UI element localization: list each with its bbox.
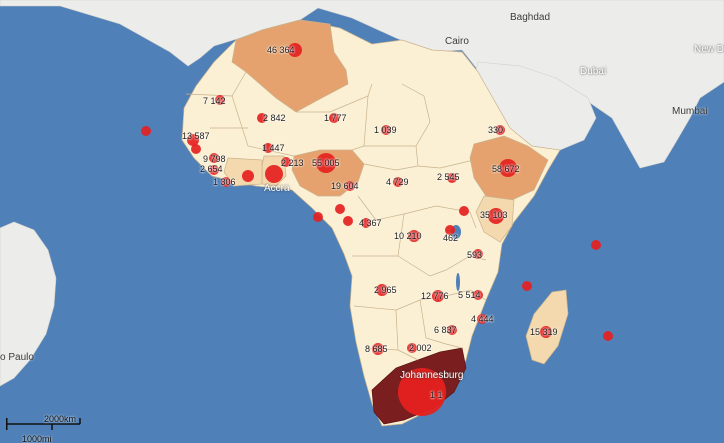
value-label: 1 306	[213, 177, 236, 187]
bubble-rwanda[interactable]	[445, 225, 455, 235]
bubble-ghana[interactable]	[265, 165, 283, 183]
bubble-seychelles[interactable]	[591, 240, 601, 250]
bubble-drc[interactable]	[408, 230, 420, 242]
bubble-zimbabwe[interactable]	[447, 325, 457, 335]
bubble-tanzania[interactable]	[473, 249, 483, 259]
bubble-madagascar[interactable]	[540, 326, 552, 338]
city-label-sao-paulo: o Paulo	[0, 352, 34, 363]
value-label: 330	[488, 125, 504, 135]
bubble-zambia[interactable]	[432, 290, 444, 302]
country-borders	[185, 71, 487, 361]
bubble-eritrea[interactable]	[495, 125, 505, 135]
value-label: 46 364	[267, 45, 295, 55]
bubble-uganda[interactable]	[459, 206, 469, 216]
bubble-south-africa[interactable]	[398, 368, 446, 416]
bubble-gabon[interactable]	[343, 216, 353, 226]
value-label: 12 776	[421, 291, 449, 301]
bubble-benin[interactable]	[281, 157, 291, 167]
value-label: 6 837	[434, 325, 457, 335]
value-label: 9 798	[203, 154, 226, 164]
value-label: 4 367	[359, 218, 382, 228]
scale-bar: 2000km 1000mi	[6, 412, 96, 443]
value-label: 4 444	[471, 314, 494, 324]
bubble-mali[interactable]	[215, 95, 225, 105]
value-label: 8 685	[365, 344, 388, 354]
value-label: 19 604	[331, 181, 359, 191]
value-label: 2 654	[200, 164, 223, 174]
bubble-layer	[141, 43, 613, 416]
bubble-liberia[interactable]	[221, 177, 231, 187]
bubble-niger[interactable]	[329, 113, 339, 123]
city-label-baghdad: Baghdad	[510, 12, 551, 23]
bubble-togo-benin[interactable]	[263, 143, 273, 153]
city-label-johannesburg: Johannesburg	[400, 370, 464, 381]
value-label: 13 587	[182, 131, 210, 141]
value-label: 10 210	[394, 231, 422, 241]
value-label: 462	[443, 233, 459, 243]
value-label: 2 842	[263, 113, 286, 123]
bubble-cote-divoire[interactable]	[242, 170, 254, 182]
bubble-mozambique[interactable]	[477, 314, 487, 324]
city-label-accra: Accra	[264, 183, 290, 194]
south-america-landmass	[0, 221, 57, 387]
bubble-eq-guinea[interactable]	[335, 204, 345, 214]
bubble-namibia[interactable]	[372, 343, 384, 355]
value-label: 1 1	[430, 390, 443, 400]
value-label: 5 514	[458, 290, 481, 300]
value-label: 4 729	[386, 177, 409, 187]
city-label-cairo: Cairo	[445, 36, 469, 47]
bubble-angola[interactable]	[376, 284, 388, 296]
value-label: 2 213	[281, 158, 304, 168]
value-label: 55 005	[312, 158, 340, 168]
lake-tanganyika	[456, 273, 460, 291]
bubble-mauritius[interactable]	[603, 331, 613, 341]
value-label: 2 965	[374, 285, 397, 295]
value-label: 7 142	[203, 96, 226, 106]
bubble-kenya[interactable]	[488, 208, 504, 224]
scale-mi-label: 1000mi	[22, 434, 52, 443]
bubble-cameroon[interactable]	[345, 181, 355, 191]
bubble-guinea-bissau[interactable]	[191, 144, 201, 154]
bubble-congo[interactable]	[361, 218, 371, 228]
bubble-senegal[interactable]	[187, 134, 199, 146]
city-label-new-delhi: New D	[694, 44, 724, 55]
bubble-guinea[interactable]	[209, 153, 219, 163]
bubble-algeria[interactable]	[288, 43, 302, 57]
bubble-malawi[interactable]	[473, 290, 483, 300]
bubble-comoros[interactable]	[522, 281, 532, 291]
value-label: 1 777	[324, 113, 347, 123]
value-label: 15 319	[530, 327, 558, 337]
city-label-mumbai: Mumbai	[672, 106, 708, 117]
bubble-ethiopia[interactable]	[499, 159, 517, 177]
value-label: 2 545	[437, 172, 460, 182]
bubble-south-sudan[interactable]	[447, 173, 457, 183]
value-label: 1 447	[262, 143, 285, 153]
value-label: 593	[467, 250, 483, 260]
value-label: 1 039	[374, 125, 397, 135]
bubble-burkina[interactable]	[257, 113, 267, 123]
bubble-botswana[interactable]	[407, 343, 417, 353]
bubble-nigeria[interactable]	[316, 153, 336, 173]
bubble-chad[interactable]	[381, 125, 391, 135]
bubble-cape-verde[interactable]	[141, 126, 151, 136]
bubble-sao-tome[interactable]	[313, 212, 323, 222]
scale-km-label: 2000km	[44, 414, 77, 424]
value-label: 58 672	[492, 164, 520, 174]
city-label-dubai: Dubai	[580, 66, 607, 77]
value-label: 35 103	[480, 210, 508, 220]
bubble-sierra-leone[interactable]	[209, 165, 219, 175]
bubble-car[interactable]	[393, 177, 403, 187]
value-label: 2 002	[409, 343, 432, 353]
